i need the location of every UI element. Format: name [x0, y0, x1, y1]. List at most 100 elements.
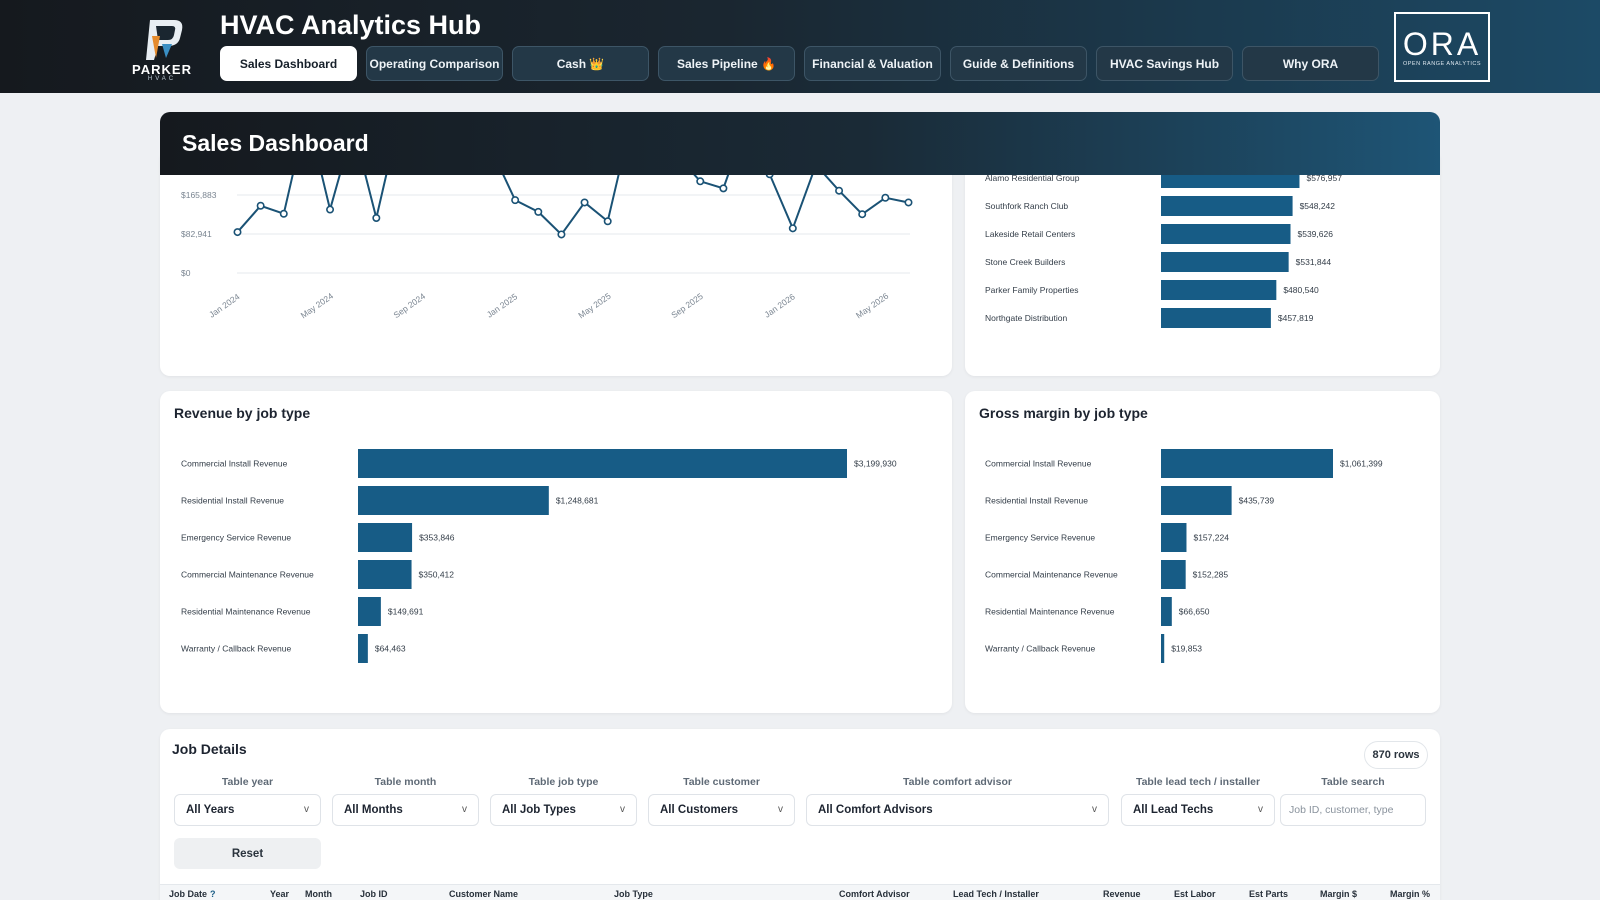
col-job-id[interactable]: Job ID — [360, 889, 388, 899]
bar-value-label: $19,853 — [1171, 644, 1202, 654]
tab-hvac-savings-hub[interactable]: HVAC Savings Hub — [1096, 46, 1233, 81]
bar-value-label: $3,199,930 — [854, 459, 897, 469]
job-type-select-value: All Job Types — [502, 804, 576, 816]
data-point — [696, 177, 705, 186]
bar-category-label: Commercial Install Revenue — [985, 459, 1092, 469]
col-lead-tech[interactable]: Lead Tech / Installer — [953, 889, 1039, 899]
bar — [358, 560, 412, 589]
bar — [358, 597, 381, 626]
revenue-by-job-type-card: Revenue by job type Commercial Install R… — [160, 391, 952, 713]
gross-margin-by-job-type-chart: Commercial Install Revenue $1,061,399 Resi… — [985, 449, 1383, 663]
chevron-down-icon: v — [462, 804, 467, 815]
job-type-select[interactable]: All Job Types v — [490, 794, 637, 826]
x-tick-label: May 2026 — [854, 291, 891, 321]
filter-customer-label: Table customer — [683, 776, 760, 788]
tab-sales-dashboard[interactable]: Sales Dashboard — [220, 46, 357, 81]
data-point — [603, 217, 612, 226]
parker-logo-mark-icon — [146, 20, 183, 60]
reset-button[interactable]: Reset — [174, 838, 321, 869]
x-tick-label: Jan 2024 — [207, 291, 242, 319]
bar-category-label: Emergency Service Revenue — [985, 533, 1095, 543]
data-point — [534, 207, 543, 216]
table-search-input[interactable] — [1280, 794, 1426, 826]
data-point — [835, 186, 844, 195]
bar — [1161, 486, 1232, 515]
bar-category-label: Lakeside Retail Centers — [985, 229, 1075, 239]
tab-operating-comparison[interactable]: Operating Comparison — [366, 46, 503, 81]
bar-category-label: Residential Maintenance Revenue — [985, 607, 1115, 617]
x-tick-label: Jan 2026 — [762, 291, 797, 319]
chevron-down-icon: v — [1258, 804, 1263, 815]
chevron-down-icon: v — [1092, 804, 1097, 815]
col-month[interactable]: Month — [305, 889, 332, 899]
bar — [358, 523, 413, 552]
col-est-parts[interactable]: Est Parts — [1249, 889, 1289, 899]
customer-select[interactable]: All Customers v — [648, 794, 795, 826]
bar-value-label: $353,846 — [419, 533, 455, 543]
lead-tech-select[interactable]: All Lead Techs v — [1121, 794, 1275, 826]
col-comfort-advisor[interactable]: Comfort Advisor — [839, 889, 910, 899]
job-details-title: Job Details — [172, 741, 247, 757]
col-margin-dollars[interactable]: Margin $ — [1320, 889, 1358, 899]
main-tabs: Sales Dashboard Operating Comparison Cas… — [220, 46, 1379, 81]
data-point — [557, 230, 566, 239]
bar — [1161, 308, 1271, 328]
bar — [1161, 196, 1293, 216]
data-point — [904, 198, 913, 207]
bar-category-label: Stone Creek Builders — [985, 257, 1065, 267]
bar — [1161, 280, 1277, 300]
col-job-date[interactable]: Job Date? — [169, 889, 216, 899]
bar-value-label: $480,540 — [1283, 285, 1319, 295]
revenue-trend-card: $0 $82,941 $165,883 Jan 2024 May 2024 Sep 202… — [160, 150, 952, 376]
col-revenue[interactable]: Revenue — [1103, 889, 1141, 899]
bar-value-label: $1,248,681 — [556, 496, 599, 506]
page-title: Sales Dashboard — [182, 130, 369, 156]
filter-advisor-label: Table comfort advisor — [903, 776, 1012, 788]
bar — [1161, 560, 1186, 589]
bar-category-label: Residential Maintenance Revenue — [181, 607, 311, 617]
lead-tech-select-value: All Lead Techs — [1133, 804, 1214, 816]
customer-select-value: All Customers — [660, 804, 738, 816]
comfort-advisor-select[interactable]: All Comfort Advisors v — [806, 794, 1109, 826]
col-job-type[interactable]: Job Type — [614, 889, 653, 899]
month-select[interactable]: All Months v — [332, 794, 479, 826]
bar-value-label: $548,242 — [1300, 201, 1336, 211]
col-customer-name[interactable]: Customer Name — [449, 889, 519, 899]
data-point — [279, 209, 288, 218]
bar — [1161, 597, 1172, 626]
bar-category-label: Commercial Install Revenue — [181, 459, 288, 469]
x-tick-label: Sep 2024 — [392, 291, 428, 320]
bar-category-label: Residential Install Revenue — [985, 496, 1088, 506]
bar-value-label: $66,650 — [1179, 607, 1210, 617]
revenue-trend-chart: $0 $82,941 $165,883 Jan 2024 May 2024 Sep 202… — [181, 150, 913, 321]
x-tick-label: May 2025 — [576, 291, 613, 321]
bar-category-label: Commercial Maintenance Revenue — [985, 570, 1118, 580]
ora-logo[interactable]: ORA OPEN RANGE ANALYTICS — [1394, 12, 1490, 82]
tab-cash[interactable]: Cash 👑 — [512, 46, 649, 81]
bar-category-label: Commercial Maintenance Revenue — [181, 570, 314, 580]
bar-category-label: Warranty / Callback Revenue — [985, 644, 1096, 654]
filter-month-label: Table month — [374, 776, 437, 788]
tab-financial-valuation[interactable]: Financial & Valuation — [804, 46, 941, 81]
col-year[interactable]: Year — [270, 889, 290, 899]
data-point — [858, 210, 867, 219]
bar-value-label: $435,739 — [1239, 496, 1275, 506]
app-title: HVAC Analytics Hub — [220, 10, 482, 40]
bar-value-label: $157,224 — [1193, 533, 1229, 543]
bar — [1161, 449, 1333, 478]
help-icon[interactable]: ? — [210, 889, 216, 899]
chevron-down-icon: v — [778, 804, 783, 815]
year-select[interactable]: All Years v — [174, 794, 321, 826]
bar-value-label: $149,691 — [388, 607, 424, 617]
parker-hvac-logo[interactable]: PARKER HVAC — [126, 16, 198, 82]
bar — [1161, 252, 1289, 272]
data-point — [580, 198, 589, 207]
tab-guide-definitions[interactable]: Guide & Definitions — [950, 46, 1087, 81]
tab-why-ora[interactable]: Why ORA — [1242, 46, 1379, 81]
bar-value-label: $576,957 — [1306, 173, 1342, 183]
tab-sales-pipeline[interactable]: Sales Pipeline 🔥 — [658, 46, 795, 81]
col-est-labor[interactable]: Est Labor — [1174, 889, 1216, 899]
data-point — [719, 184, 728, 193]
col-margin-percent[interactable]: Margin % — [1390, 889, 1431, 899]
data-point — [881, 193, 890, 202]
